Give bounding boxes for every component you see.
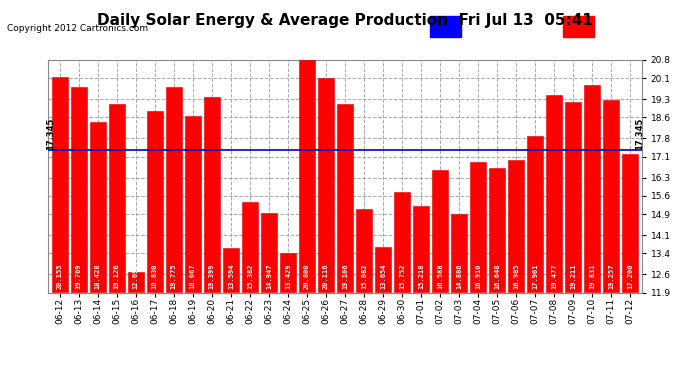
Text: 16.910: 16.910 <box>475 264 481 290</box>
Bar <box>451 214 467 292</box>
Bar <box>509 160 524 292</box>
Text: 17.345: 17.345 <box>46 118 55 150</box>
Text: 19.257: 19.257 <box>609 264 614 290</box>
Bar <box>337 104 353 292</box>
Bar <box>565 102 581 292</box>
Text: 18.830: 18.830 <box>152 264 158 290</box>
Text: 16.648: 16.648 <box>494 264 500 290</box>
Bar <box>471 162 486 292</box>
Text: 15.752: 15.752 <box>399 264 405 290</box>
Text: 20.155: 20.155 <box>57 264 63 290</box>
Text: 12.693: 12.693 <box>132 264 139 290</box>
Text: 19.477: 19.477 <box>551 264 558 290</box>
Bar <box>90 122 106 292</box>
Bar <box>527 136 543 292</box>
Bar <box>318 78 334 292</box>
Text: Copyright 2012 Cartronics.com: Copyright 2012 Cartronics.com <box>7 24 148 33</box>
Bar <box>433 170 448 292</box>
Bar <box>128 272 144 292</box>
Text: 19.831: 19.831 <box>589 264 595 290</box>
Text: 18.667: 18.667 <box>190 264 196 290</box>
Text: 19.211: 19.211 <box>570 264 576 290</box>
Bar <box>185 116 201 292</box>
Text: 14.947: 14.947 <box>266 264 272 290</box>
Bar <box>147 111 163 292</box>
Bar <box>489 168 505 292</box>
Bar <box>261 213 277 292</box>
Text: Average  (kWh): Average (kWh) <box>466 22 544 31</box>
Text: 20.800: 20.800 <box>304 264 310 290</box>
Text: 17.901: 17.901 <box>532 264 538 290</box>
Bar <box>394 192 410 292</box>
Text: 19.769: 19.769 <box>76 264 81 290</box>
Text: 16.588: 16.588 <box>437 264 443 290</box>
Text: 13.429: 13.429 <box>285 264 291 290</box>
Text: 18.428: 18.428 <box>95 264 101 290</box>
Text: 14.886: 14.886 <box>456 264 462 290</box>
Text: 19.775: 19.775 <box>171 264 177 290</box>
Text: 15.082: 15.082 <box>361 264 367 290</box>
Text: 16.985: 16.985 <box>513 264 519 290</box>
Bar <box>584 86 600 292</box>
Bar <box>413 206 429 292</box>
Text: 13.594: 13.594 <box>228 264 234 290</box>
Text: 17.200: 17.200 <box>627 264 633 290</box>
Text: Daily  (kWh): Daily (kWh) <box>599 22 662 31</box>
Bar <box>622 154 638 292</box>
Bar <box>546 94 562 292</box>
FancyBboxPatch shape <box>431 16 461 37</box>
Text: 13.654: 13.654 <box>380 264 386 290</box>
Text: 15.382: 15.382 <box>247 264 253 290</box>
Text: 20.116: 20.116 <box>323 264 329 290</box>
Bar <box>223 248 239 292</box>
Bar <box>242 201 257 292</box>
FancyBboxPatch shape <box>563 16 593 37</box>
Text: 19.126: 19.126 <box>114 264 120 290</box>
Bar <box>52 77 68 292</box>
Bar <box>375 247 391 292</box>
Bar <box>604 100 619 292</box>
Text: 19.399: 19.399 <box>209 264 215 290</box>
Text: 17.345: 17.345 <box>635 118 644 150</box>
Bar <box>71 87 86 292</box>
Text: Daily Solar Energy & Average Production  Fri Jul 13  05:41: Daily Solar Energy & Average Production … <box>97 13 593 28</box>
Bar <box>166 87 181 292</box>
Bar <box>356 209 372 292</box>
Bar <box>109 104 125 292</box>
Text: 15.218: 15.218 <box>418 264 424 290</box>
Bar <box>204 97 219 292</box>
Bar <box>280 252 296 292</box>
Bar <box>299 60 315 292</box>
Text: 19.106: 19.106 <box>342 264 348 290</box>
